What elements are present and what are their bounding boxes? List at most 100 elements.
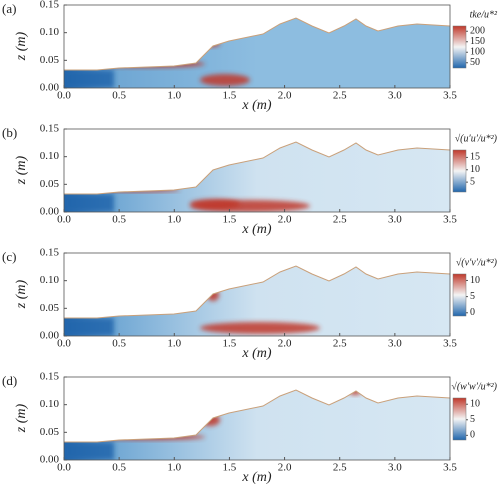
colorbar (452, 397, 467, 441)
field (64, 18, 450, 88)
field (64, 142, 450, 212)
x-tick-label: 0.5 (112, 462, 126, 474)
x-tick-label: 0.0 (57, 214, 71, 226)
x-tick-label: 0.0 (57, 90, 71, 102)
panel-label: (c) (2, 249, 16, 264)
field (64, 390, 450, 460)
x-tick-label: 2.0 (278, 338, 292, 350)
colorbar-label: tke/u*² (470, 9, 498, 20)
y-tick-label: 0.15 (40, 371, 60, 383)
y-axis-label: z (m) (14, 279, 29, 309)
y-tick-label: 0.05 (40, 426, 60, 438)
colorbar-label: √(w′w′/u*²) (451, 381, 497, 392)
high-value-zone (200, 41, 220, 47)
x-tick-label: 0.5 (112, 90, 126, 102)
x-tick-label: 1.0 (167, 338, 181, 350)
y-axis-label: z (m) (14, 31, 29, 61)
x-tick-label: 1.0 (167, 90, 181, 102)
colorbar-tick-label: 5 (470, 176, 475, 187)
x-tick-label: 1.5 (223, 462, 237, 474)
colorbar-tick-label: 0 (470, 430, 475, 441)
colorbar-tick-label: 150 (470, 36, 485, 47)
y-tick-label: 0.10 (40, 274, 60, 286)
x-tick-label: 2.0 (278, 214, 292, 226)
panel-label: (b) (2, 125, 17, 140)
x-tick-label: 1.5 (223, 90, 237, 102)
panel: 0.0 0.5 1.0 1.5 2.0 2.5 3.0 3.5 0.00 0.05 0.10 0.15… (2, 0, 498, 113)
free-surface (64, 389, 451, 443)
y-tick-label: 0.00 (40, 330, 60, 342)
colorbar-tick-label: 0 (470, 307, 475, 318)
x-tick-label: 1.0 (167, 462, 181, 474)
panel: 0.0 0.5 1.0 1.5 2.0 2.5 3.0 3.5 0.00 0.05 0.10 0.15… (2, 371, 498, 486)
colorbar-tick-label: 15 (470, 152, 480, 163)
colorbar-label: √(v′v′/u*²) (456, 257, 498, 268)
x-tick-label: 1.5 (223, 338, 237, 350)
y-tick-label: 0.15 (40, 123, 60, 135)
x-tick-label: 3.5 (443, 338, 457, 350)
x-tick-label: 3.5 (443, 214, 457, 226)
panel: 0.0 0.5 1.0 1.5 2.0 2.5 3.0 3.5 0.00 0.05 0.10 0.15… (2, 123, 498, 238)
colorbar (452, 273, 467, 317)
y-axis-label: z (m) (14, 155, 29, 185)
x-tick-label: 2.5 (333, 338, 347, 350)
y-tick-label: 0.00 (40, 454, 60, 466)
inflow-jet (64, 70, 114, 88)
y-tick-label: 0.10 (40, 150, 60, 162)
x-tick-label: 3.5 (443, 462, 457, 474)
x-axis-label: x (m) (241, 222, 271, 237)
x-tick-label: 2.5 (333, 462, 347, 474)
high-value-zone (200, 322, 320, 334)
plot-frame (63, 128, 451, 213)
high-value-zone (207, 289, 219, 301)
x-tick-label: 3.0 (388, 338, 402, 350)
high-value-zone (200, 74, 250, 86)
colorbar-tick-label: 100 (470, 47, 485, 58)
panel: 0.0 0.5 1.0 1.5 2.0 2.5 3.0 3.5 0.00 0.05 0.10 0.15… (2, 247, 498, 362)
x-tick-label: 2.5 (333, 90, 347, 102)
x-tick-label: 2.5 (333, 214, 347, 226)
x-tick-label: 0.5 (112, 338, 126, 350)
field-background (64, 18, 450, 88)
field-background (64, 142, 450, 212)
x-tick-label: 3.0 (388, 90, 402, 102)
colorbar-tick-label: 5 (470, 291, 475, 302)
y-tick-label: 0.10 (40, 398, 60, 410)
y-tick-label: 0.00 (40, 82, 60, 94)
x-tick-label: 1.5 (223, 214, 237, 226)
free-surface (64, 141, 451, 195)
free-surface (64, 265, 451, 319)
y-tick-label: 0.00 (40, 206, 60, 218)
x-tick-label: 3.0 (388, 462, 402, 474)
x-axis-label: x (m) (241, 98, 271, 113)
x-tick-label: 2.0 (278, 462, 292, 474)
y-tick-label: 0.05 (40, 178, 60, 190)
colorbar-tick-label: 10 (470, 164, 480, 175)
panel-label: (a) (2, 1, 16, 16)
field (64, 266, 450, 336)
y-tick-label: 0.05 (40, 54, 60, 66)
x-tick-label: 3.0 (388, 214, 402, 226)
x-tick-label: 3.5 (443, 90, 457, 102)
inflow-jet (64, 318, 114, 336)
colorbar-label: √(u′u′/u*²) (455, 133, 498, 144)
x-tick-label: 1.0 (167, 214, 181, 226)
colorbar (452, 149, 467, 193)
colorbar-tick-label: 50 (470, 57, 480, 68)
plot-frame (63, 4, 451, 89)
colorbar (452, 25, 467, 69)
y-tick-label: 0.10 (40, 26, 60, 38)
field-background (64, 390, 450, 460)
x-tick-label: 0.0 (57, 462, 71, 474)
x-axis-label: x (m) (241, 346, 271, 361)
plot-frame (63, 252, 451, 337)
colorbar-tick-label: 10 (470, 275, 480, 286)
y-axis-label: z (m) (14, 403, 29, 433)
colorbar-tick-label: 200 (470, 26, 485, 37)
x-tick-label: 0.0 (57, 338, 71, 350)
y-tick-label: 0.15 (40, 247, 60, 259)
free-surface (64, 17, 451, 71)
x-axis-label: x (m) (241, 470, 271, 485)
plot-frame (63, 376, 451, 461)
y-tick-label: 0.05 (40, 302, 60, 314)
